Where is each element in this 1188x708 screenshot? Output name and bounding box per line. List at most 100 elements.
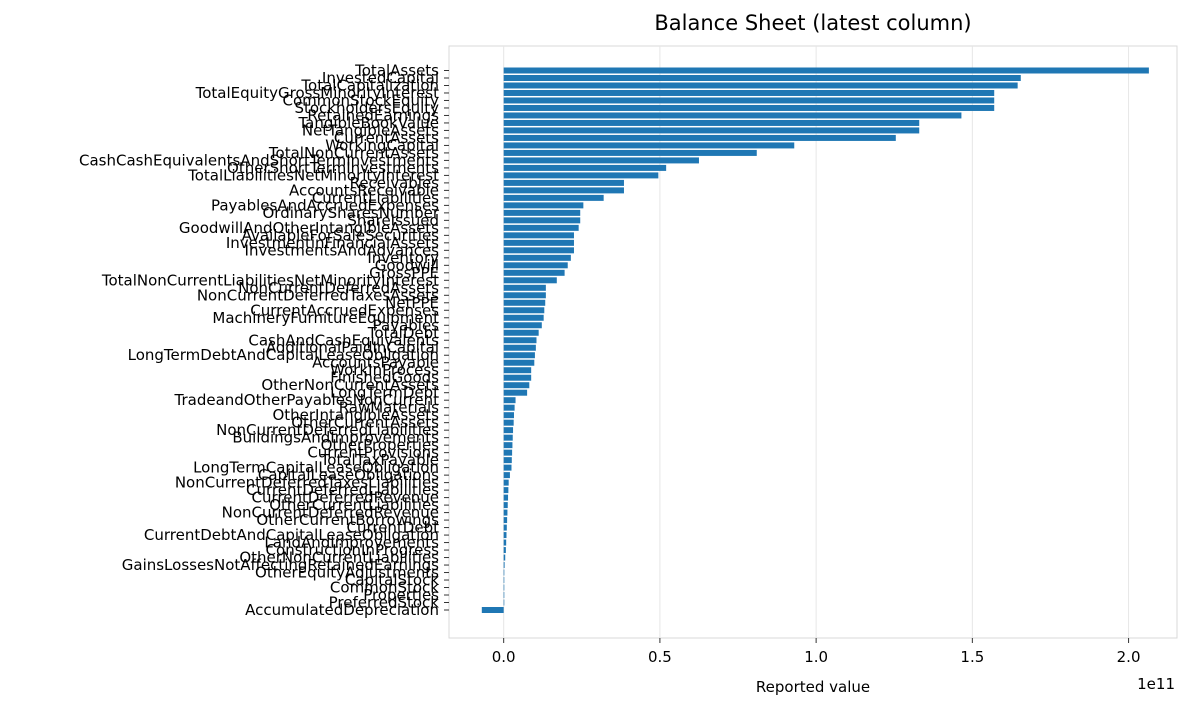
category-label: OtherNonCurrentAssets	[261, 376, 439, 394]
category-label: TotalTaxPayable	[320, 451, 439, 469]
category-label: PayablesAndAccruedExpenses	[211, 196, 439, 214]
category-label: LongTermDebt	[330, 384, 439, 402]
bar	[503, 404, 515, 411]
bar	[503, 472, 510, 479]
bar	[503, 179, 624, 186]
category-label: Goodwill	[375, 256, 439, 274]
category-label: Inventory	[367, 249, 439, 267]
x-tick-label: 0.5	[648, 648, 672, 666]
bar	[503, 74, 1021, 81]
category-label: GrossPPE	[369, 264, 439, 282]
category-label: TotalLiabilitiesNetMinorityInterest	[187, 166, 439, 184]
bar	[503, 449, 513, 456]
bar	[503, 577, 505, 584]
category-label: Receivables	[350, 174, 440, 192]
bar	[503, 112, 962, 119]
category-label: CurrentAccruedExpenses	[250, 301, 439, 319]
bar	[503, 352, 535, 359]
category-label: OrdinarySharesNumber	[263, 204, 440, 222]
category-label: InvestmentsAndAdvances	[245, 241, 440, 259]
bar	[503, 359, 535, 366]
x-tick-label: 2.0	[1117, 648, 1141, 666]
bar	[503, 292, 546, 299]
category-labels: TotalAssetsInvestedCapitalTotalCapitaliz…	[79, 62, 449, 619]
category-label: GainsLossesNotAffectingRetainedEarnings	[122, 556, 439, 574]
category-label: NonCurrentDeferredLiabilities	[216, 421, 439, 439]
category-label: TradeandOtherPayablesNonCurrent	[174, 391, 440, 409]
bar	[503, 149, 757, 156]
bar	[503, 494, 509, 501]
bar	[503, 127, 920, 134]
bar	[503, 239, 574, 246]
bar	[503, 427, 514, 434]
category-label: AdditionalPaidInCapital	[266, 339, 439, 357]
bar	[503, 502, 508, 509]
category-label: LongTermDebtAndCapitalLeaseObligation	[128, 346, 439, 364]
bar	[503, 104, 995, 111]
category-label: AccountsPayable	[312, 354, 439, 372]
bar	[503, 134, 896, 141]
bar	[503, 569, 505, 576]
category-label: NonCurrentDeferredTaxesLiabilities	[175, 474, 439, 492]
category-label: NonCurrentDeferredTaxesAssets	[197, 286, 439, 304]
bar	[481, 607, 504, 613]
category-label: CashCashEquivalentsAndShortTermInvestmen…	[79, 151, 439, 169]
bar	[503, 314, 544, 321]
category-label: CurrentLiabilities	[312, 189, 439, 207]
bar	[503, 389, 528, 396]
category-label: CurrentDebt	[346, 519, 439, 537]
category-label: StockholdersEquity	[294, 99, 439, 117]
category-label: TotalAssets	[354, 62, 439, 80]
category-label: CurrentDebtAndCapitalLeaseObligation	[144, 526, 439, 544]
bar	[503, 157, 699, 164]
category-label: OtherCurrentBorrowings	[256, 511, 439, 529]
bar	[503, 479, 509, 486]
bar	[503, 344, 536, 351]
bar	[503, 337, 537, 344]
category-label: OtherShortTermInvestments	[227, 159, 439, 177]
category-label: CurrentProvisions	[307, 444, 439, 462]
bar	[503, 209, 581, 216]
category-label: AccountsReceivable	[289, 181, 439, 199]
bar	[503, 464, 512, 471]
category-label: CommonStockEquity	[282, 91, 439, 109]
category-label: FinishedGoods	[330, 369, 439, 387]
bar	[503, 374, 532, 381]
bar	[503, 442, 513, 449]
bar	[503, 277, 557, 284]
category-label: GoodwillAndOtherIntangibleAssets	[179, 219, 439, 237]
bar	[503, 419, 514, 426]
category-label: TotalCapitalization	[300, 76, 439, 94]
bar	[503, 457, 512, 464]
category-label: CapitalStock	[345, 571, 439, 589]
category-label: RetainedEarnings	[307, 106, 439, 124]
category-label: TangibleBookValue	[297, 114, 439, 132]
bar	[503, 202, 584, 209]
category-label: TotalEquityGrossMinorityInterest	[195, 84, 440, 102]
category-label: CapitalLeaseObligations	[258, 466, 439, 484]
bar	[503, 119, 920, 126]
category-label: OtherProperties	[321, 436, 440, 454]
bar	[503, 254, 571, 261]
bar	[503, 247, 574, 254]
category-label: AccumulatedDepreciation	[245, 601, 439, 619]
category-label: CurrentAssets	[334, 129, 439, 147]
bar	[503, 232, 574, 239]
bar	[503, 194, 604, 201]
category-label: NetPPE	[385, 294, 439, 312]
category-label: InvestmentinFinancialAssets	[226, 234, 439, 252]
bar	[503, 262, 568, 269]
bar	[503, 97, 995, 104]
bar	[503, 82, 1018, 89]
category-label: NonCurrentDeferredAssets	[238, 279, 439, 297]
bar	[503, 599, 505, 606]
bar	[503, 517, 508, 524]
bar	[503, 487, 509, 494]
bar	[503, 322, 542, 329]
category-label: WorkingCapital	[325, 136, 439, 154]
category-label: OtherEquityAdjustments	[255, 564, 439, 582]
category-label: OtherCurrentLiabilities	[269, 496, 439, 514]
category-label: PreferredStock	[329, 594, 440, 612]
bar	[503, 284, 546, 291]
